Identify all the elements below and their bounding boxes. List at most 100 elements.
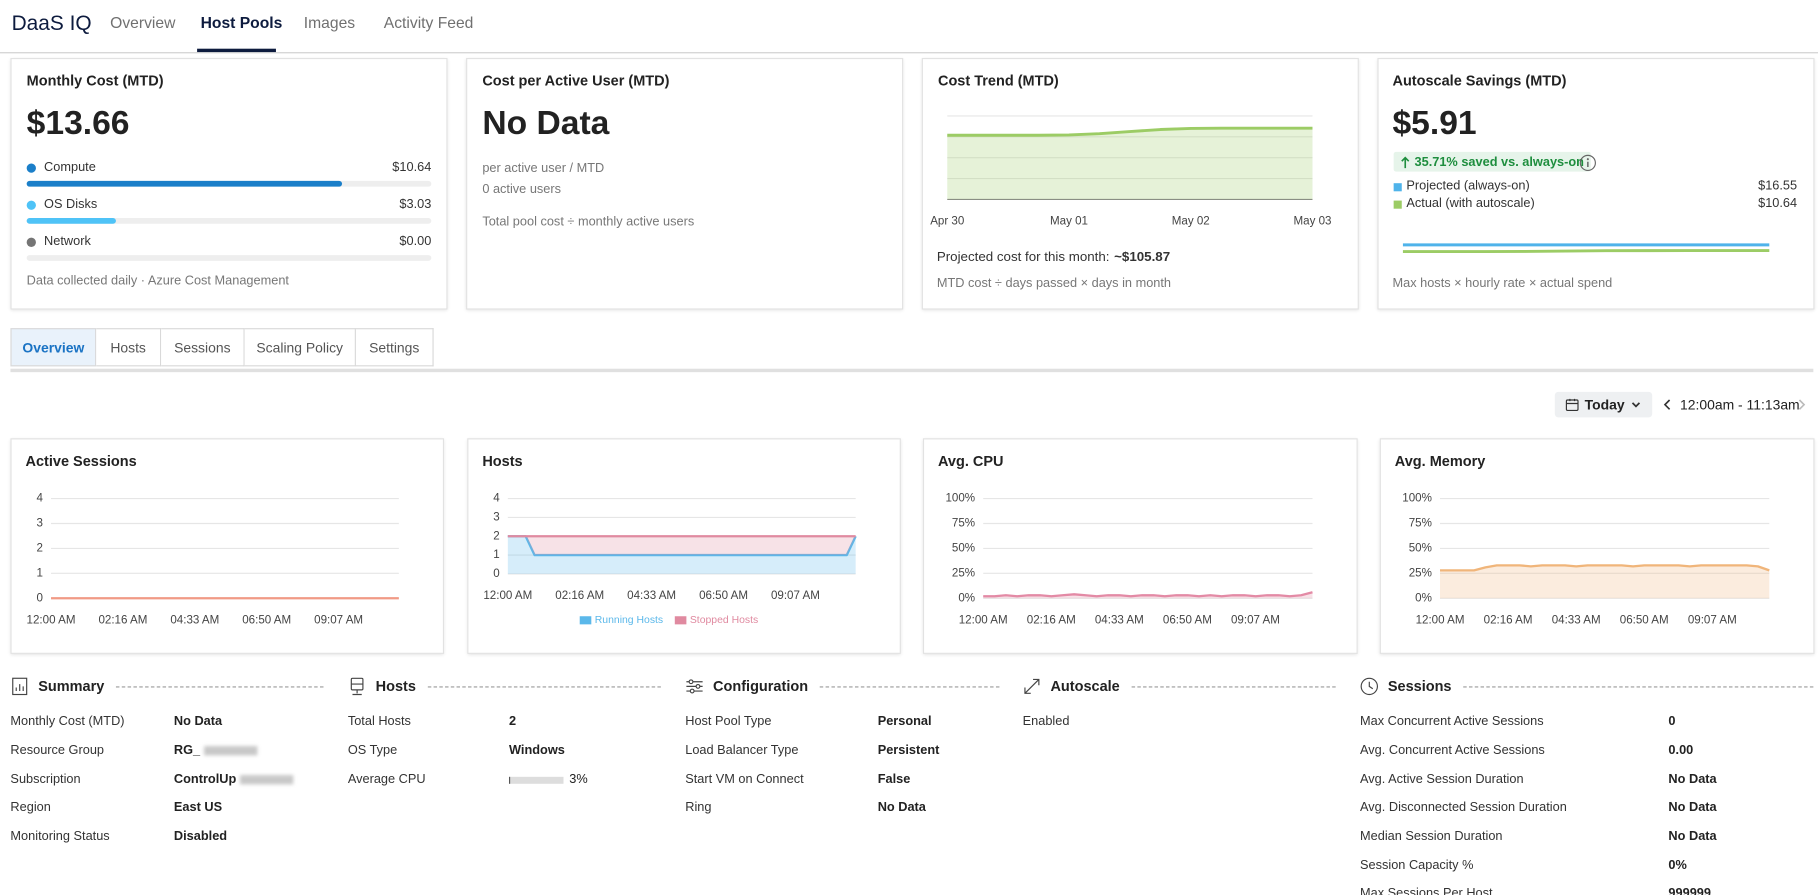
nav-tab[interactable]: Activity Feed xyxy=(383,14,474,32)
detail-label: OS Type xyxy=(347,743,398,758)
prev-icon xyxy=(1663,399,1671,410)
detail-value: False xyxy=(877,772,911,787)
card xyxy=(1377,57,1815,310)
badge-text: 35.71% saved vs. always-on xyxy=(1414,154,1584,169)
date-button[interactable]: Today xyxy=(1554,391,1653,418)
sub-tab[interactable]: Settings xyxy=(355,328,434,367)
detail-value: No Data xyxy=(1668,830,1716,844)
detail-label: Max Sessions Per Host xyxy=(1360,886,1493,895)
bar-track xyxy=(26,255,432,261)
detail-value: No Data xyxy=(173,714,223,729)
detail-label: Enabled xyxy=(1022,714,1070,729)
detail-value-text: No Data xyxy=(1668,772,1717,787)
info-icon xyxy=(1579,154,1596,172)
cost-item-amount: $10.64 xyxy=(392,160,432,175)
sub-tab[interactable]: Sessions xyxy=(161,328,245,367)
chart-card xyxy=(922,438,1358,654)
detail-value-text: 999999 xyxy=(1668,886,1712,895)
detail-value-text: ControlUp xyxy=(173,772,237,787)
section-title: Summary xyxy=(38,678,105,695)
section-header: Autoscale xyxy=(1023,676,1336,697)
sub-tab[interactable]: Hosts xyxy=(96,328,162,367)
detail-label: Avg. Concurrent Active Sessions xyxy=(1360,743,1545,758)
section-divider xyxy=(115,685,324,687)
chart-card xyxy=(467,438,901,654)
detail-value: No Data xyxy=(877,800,926,815)
detail-value-text: Windows xyxy=(508,743,565,758)
detail-label: Region xyxy=(10,800,51,815)
nav-tab[interactable]: Overview xyxy=(110,14,176,32)
section-header: Summary xyxy=(10,676,324,697)
legend-swatch xyxy=(1393,200,1402,209)
calendar-icon xyxy=(1565,398,1579,412)
card-footer: Total pool cost ÷ monthly active users xyxy=(482,215,695,229)
projection-label: Projected cost for this month: xyxy=(936,250,1110,265)
legend-amount: $16.55 xyxy=(1758,179,1798,194)
card-title: Hosts xyxy=(482,453,523,470)
card-value: No Data xyxy=(482,104,610,143)
card-value: $5.91 xyxy=(1392,104,1477,143)
cost-item-amount: $0.00 xyxy=(399,234,432,249)
nav-tab[interactable]: Host Pools xyxy=(200,14,283,32)
date-button-label: Today xyxy=(1584,396,1625,413)
detail-value-text: Personal xyxy=(877,714,932,729)
detail-value: 0 xyxy=(1668,714,1676,729)
section-header: Configuration xyxy=(685,676,1000,697)
card-footer: 0 active users xyxy=(482,182,562,197)
card-title: Avg. CPU xyxy=(937,453,1004,470)
chart-card xyxy=(1379,438,1815,654)
brand: DaaS IQ xyxy=(11,11,92,35)
cpu-bar-track xyxy=(508,776,564,784)
cost-item-name: Compute xyxy=(44,160,96,175)
card xyxy=(466,57,904,310)
date-range: 12:00am - 11:13am xyxy=(1680,396,1800,413)
detail-value-text: East US xyxy=(173,800,223,815)
legend-dot xyxy=(26,163,36,173)
detail-value: RG_ xyxy=(174,744,257,758)
detail-label: Total Hosts xyxy=(347,714,411,729)
card-title: Monthly Cost (MTD) xyxy=(26,72,164,89)
section-icon xyxy=(686,679,703,694)
tab-underline xyxy=(197,48,276,53)
next-icon xyxy=(1798,399,1806,410)
savings-badge: 35.71% saved vs. always-on xyxy=(1393,151,1591,172)
detail-value: Persistent xyxy=(878,744,940,758)
card xyxy=(921,57,1359,310)
legend-label: Actual (with autoscale) xyxy=(1406,196,1535,211)
sub-tab[interactable]: Overview xyxy=(10,328,97,367)
detail-label: Average CPU xyxy=(347,772,426,787)
arrow-up-icon xyxy=(1401,155,1410,168)
detail-value-text: No Data xyxy=(1668,800,1717,815)
detail-label: Load Balancer Type xyxy=(685,743,799,758)
detail-value-text: 0 xyxy=(1668,714,1676,729)
sub-tab[interactable]: Scaling Policy xyxy=(244,328,356,367)
cost-item-name: Network xyxy=(44,234,91,249)
section-title: Configuration xyxy=(713,678,809,695)
detail-value: Windows xyxy=(508,743,565,758)
bar-fill xyxy=(26,217,116,224)
detail-label: Subscription xyxy=(10,772,81,787)
cpu-bar-fill xyxy=(508,776,511,784)
detail-value-text: No Data xyxy=(173,714,223,729)
nav-border xyxy=(0,52,1818,54)
detail-label: Start VM on Connect xyxy=(685,772,804,787)
bar-track xyxy=(26,217,432,224)
card-title: Autoscale Savings (MTD) xyxy=(1392,72,1567,89)
card-title: Avg. Memory xyxy=(1394,453,1486,470)
card-value: $13.66 xyxy=(26,104,130,143)
card-footer: Data collected daily · Azure Cost Manage… xyxy=(26,274,289,289)
section-icon xyxy=(1360,677,1378,696)
nav-tab[interactable]: Images xyxy=(303,14,356,32)
cost-item-name: OS Disks xyxy=(44,197,98,212)
section-title: Sessions xyxy=(1387,678,1452,695)
card-title: Cost Trend (MTD) xyxy=(937,72,1059,89)
section-divider xyxy=(819,685,1000,687)
section-icon xyxy=(350,677,364,696)
detail-value: 0% xyxy=(1668,859,1686,873)
detail-value-text: No Data xyxy=(877,800,926,815)
detail-value-text: 0.00 xyxy=(1668,743,1694,758)
detail-value: ControlUp xyxy=(173,772,294,787)
detail-value-text: False xyxy=(877,772,911,787)
card-title: Active Sessions xyxy=(25,453,137,470)
